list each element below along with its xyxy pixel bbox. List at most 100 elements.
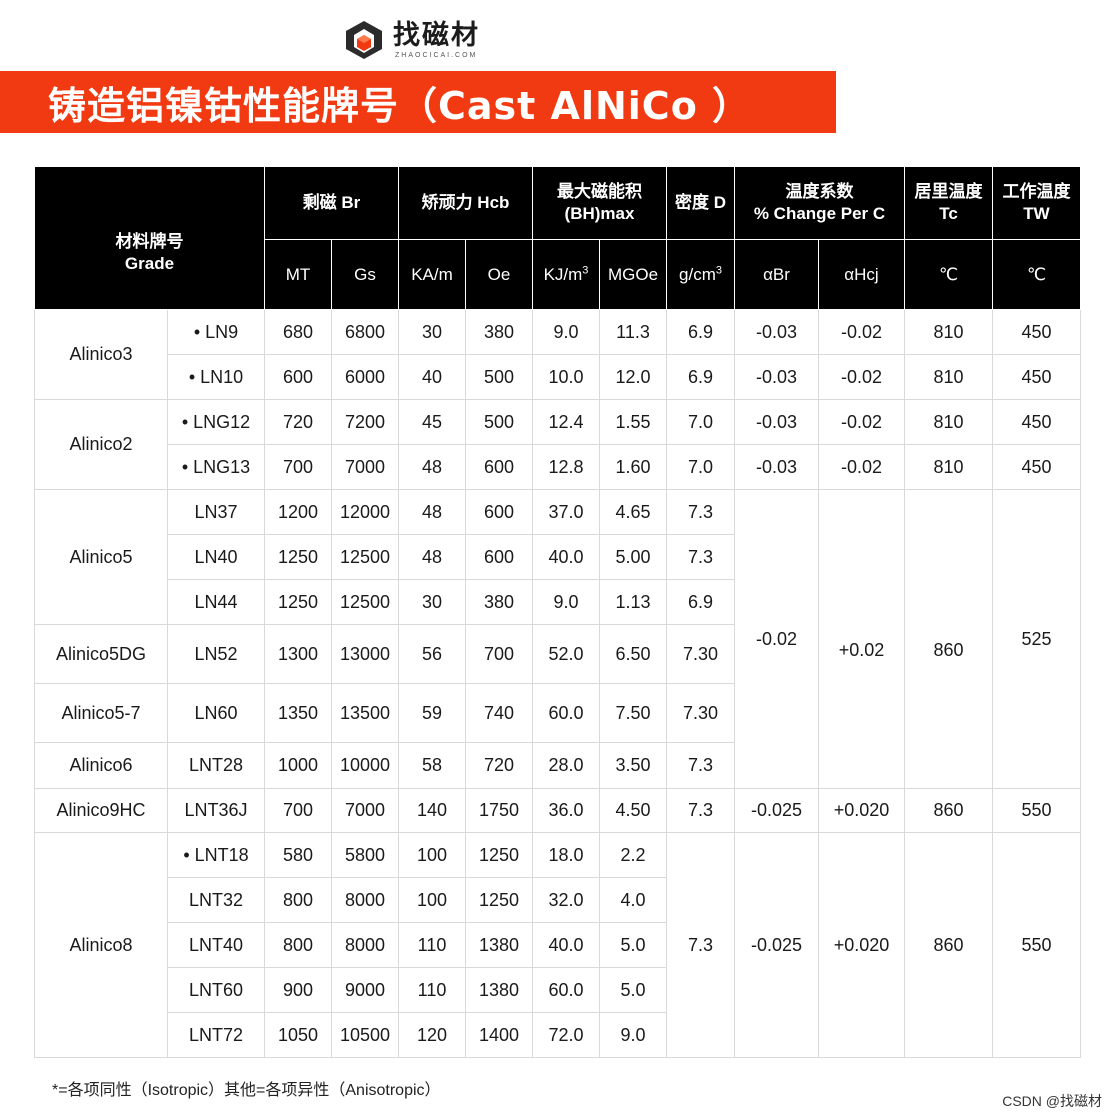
cell-abr: -0.03 <box>734 399 819 445</box>
group-label: Alinico9HC <box>34 788 168 833</box>
cell-mgoe: 7.50 <box>599 683 667 743</box>
unit-ahcj: αHcj <box>818 239 905 310</box>
cell-abr: -0.03 <box>734 444 819 490</box>
cell-gs: 13000 <box>331 624 399 684</box>
unit-density-sup: 3 <box>715 263 722 276</box>
cell-kam: 48 <box>398 444 466 490</box>
cell-oe: 500 <box>465 399 533 445</box>
title-banner: 铸造铝镍钴性能牌号（Cast AlNiCo ） <box>0 71 836 133</box>
header-temp-coef-line2: % Change Per C <box>753 204 886 223</box>
cell-tw: 450 <box>992 444 1081 490</box>
cell-density: 7.30 <box>666 624 735 684</box>
merged-ahcj: +0.020 <box>818 832 905 1058</box>
cell-oe: 380 <box>465 309 533 355</box>
cell-kam: 40 <box>398 354 466 400</box>
grade-cell: LN10 <box>167 354 265 400</box>
cell-kj: 12.8 <box>532 444 600 490</box>
cell-oe: 720 <box>465 742 533 789</box>
cell-gs: 5800 <box>331 832 399 878</box>
cell-mt: 1250 <box>264 534 332 580</box>
merged-tw: 525 <box>992 489 1081 789</box>
grade-cell: LNG13 <box>167 444 265 490</box>
cell-density: 7.3 <box>666 489 735 535</box>
cell-mgoe: 6.50 <box>599 624 667 684</box>
table-row: Alinico8 LNT18 580 5800 100 1250 18.0 2.… <box>34 832 1081 1058</box>
cell-mt: 600 <box>264 354 332 400</box>
logo-subtitle: ZHAOCICAI.COM <box>395 51 478 59</box>
cell-kj: 40.0 <box>532 534 600 580</box>
grade-cell: LNT72 <box>167 1012 265 1058</box>
table-row: LN40 1250 12500 48 600 40.0 5.00 7.3 <box>35 534 1081 580</box>
cell-kam: 56 <box>398 624 466 684</box>
grade-cell: LN60 <box>167 683 265 743</box>
cell-mt: 1050 <box>264 1012 332 1058</box>
cell-gs: 6000 <box>331 354 399 400</box>
cell-mgoe: 4.50 <box>599 788 667 833</box>
table-row: LNT72 1050 10500 120 1400 72.0 9.0 <box>35 1012 1081 1058</box>
group-label: Alinico5DG <box>34 624 168 684</box>
cell-mt: 700 <box>264 788 332 833</box>
cell-kam: 120 <box>398 1012 466 1058</box>
cell-gs: 10000 <box>331 742 399 789</box>
cell-mgoe: 1.60 <box>599 444 667 490</box>
cell-tc: 810 <box>904 309 993 355</box>
cell-abr: -0.03 <box>734 309 819 355</box>
cell-mgoe: 5.0 <box>599 922 667 968</box>
grade-cell: LN9 <box>167 309 265 355</box>
cell-tc: 860 <box>904 788 993 833</box>
cube-logo-icon <box>346 21 382 59</box>
cell-density: 7.30 <box>666 683 735 743</box>
cell-abr: -0.03 <box>734 354 819 400</box>
cell-kj: 9.0 <box>532 309 600 355</box>
cell-kam: 100 <box>398 832 466 878</box>
cell-tw: 450 <box>992 354 1081 400</box>
cell-mgoe: 4.0 <box>599 877 667 923</box>
header-grade-en: Grade <box>124 254 175 273</box>
cell-gs: 7200 <box>331 399 399 445</box>
cell-kam: 59 <box>398 683 466 743</box>
csdn-watermark: CSDN @找磁材 <box>1002 1093 1102 1109</box>
cell-kj: 10.0 <box>532 354 600 400</box>
grade-cell: LNT36J <box>167 788 265 833</box>
cell-mgoe: 9.0 <box>599 1012 667 1058</box>
cell-gs: 10500 <box>331 1012 399 1058</box>
cell-density: 7.3 <box>666 788 735 833</box>
cell-ahcj: -0.02 <box>818 444 905 490</box>
cell-mgoe: 4.65 <box>599 489 667 535</box>
cell-mt: 1200 <box>264 489 332 535</box>
table-row: Alinico6 LNT28 1000 10000 58 720 28.0 3.… <box>34 742 1081 789</box>
cell-oe: 500 <box>465 354 533 400</box>
header-hcb: 矫顽力 Hcb <box>398 166 533 240</box>
table-row: Alinico5 LN37 1200 12000 48 600 37.0 4.6… <box>34 489 1081 789</box>
header-bhmax-line2: (BH)max <box>564 204 635 223</box>
cell-mgoe: 11.3 <box>599 309 667 355</box>
cell-density: 6.9 <box>666 354 735 400</box>
header-curie-line2: Tc <box>939 204 958 223</box>
grade-cell: LNT28 <box>167 742 265 789</box>
table-row: Alinico9HC LNT36J 700 7000 140 1750 36.0… <box>34 788 1081 833</box>
page-title: 铸造铝镍钴性能牌号（Cast AlNiCo ） <box>48 83 752 128</box>
table-row: Alinico2 LNG12 720 7200 45 500 12.4 1.55… <box>34 399 1081 490</box>
cell-oe: 1250 <box>465 877 533 923</box>
merged-tw: 550 <box>992 832 1081 1058</box>
group-label: Alinico5 <box>34 489 168 625</box>
grade-cell: LN37 <box>167 489 265 535</box>
cell-mgoe: 5.00 <box>599 534 667 580</box>
cell-density: 6.9 <box>666 309 735 355</box>
cell-oe: 740 <box>465 683 533 743</box>
cell-kam: 45 <box>398 399 466 445</box>
cell-ahcj: -0.02 <box>818 309 905 355</box>
cell-kj: 40.0 <box>532 922 600 968</box>
grade-cell: LNT40 <box>167 922 265 968</box>
header-bhmax: 最大磁能积 (BH)max <box>532 166 667 240</box>
table-row: LNT60 900 9000 110 1380 60.0 5.0 <box>35 967 1081 1013</box>
unit-kj-sup: 3 <box>582 263 589 276</box>
cell-gs: 6800 <box>331 309 399 355</box>
table-row: Alinico5DG LN52 1300 13000 56 700 52.0 6… <box>34 624 1081 684</box>
merged-tc: 860 <box>904 489 993 789</box>
unit-gs: Gs <box>331 239 399 310</box>
cell-oe: 1750 <box>465 788 533 833</box>
unit-tc: ℃ <box>904 239 993 310</box>
cell-kam: 110 <box>398 967 466 1013</box>
header-work-line2: TW <box>1023 204 1050 223</box>
